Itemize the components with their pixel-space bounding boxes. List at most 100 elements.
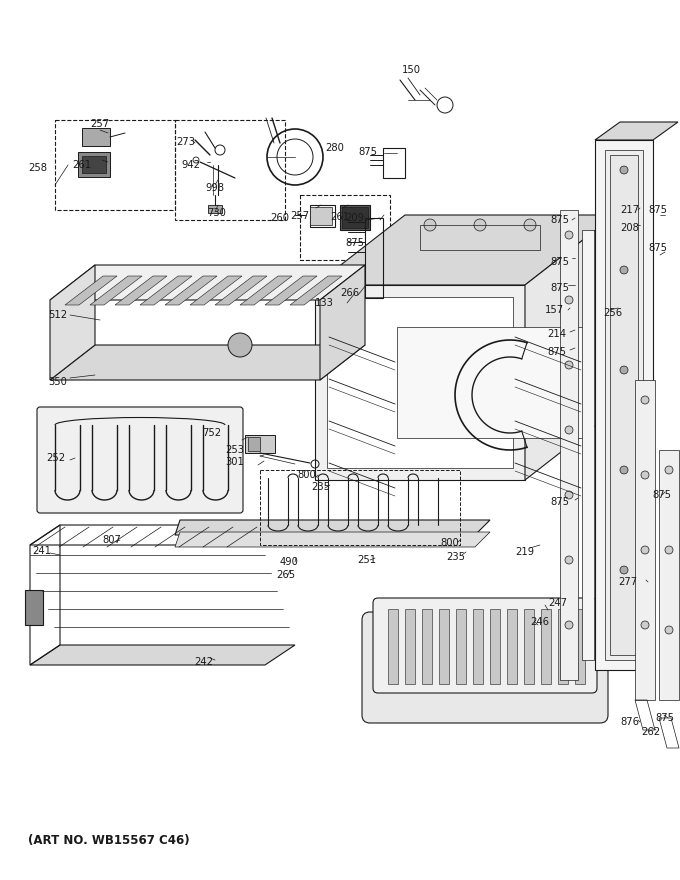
Bar <box>541 609 551 684</box>
Text: 277: 277 <box>618 577 637 587</box>
Text: 258: 258 <box>28 163 47 173</box>
Bar <box>340 205 370 230</box>
Bar <box>439 609 449 684</box>
Bar <box>342 207 368 228</box>
Bar <box>25 590 43 625</box>
Polygon shape <box>265 276 317 305</box>
Bar <box>560 210 578 680</box>
Bar <box>456 609 466 684</box>
Circle shape <box>424 219 436 231</box>
Polygon shape <box>90 276 142 305</box>
Bar <box>420 225 540 250</box>
Text: 730: 730 <box>207 208 226 218</box>
Text: 800: 800 <box>440 538 459 548</box>
Text: 800: 800 <box>297 470 316 480</box>
Bar <box>490 609 500 684</box>
Text: 247: 247 <box>548 598 567 608</box>
Text: 875: 875 <box>648 205 667 215</box>
Circle shape <box>524 219 536 231</box>
Polygon shape <box>50 345 365 380</box>
Polygon shape <box>215 276 267 305</box>
Text: 252: 252 <box>46 453 65 463</box>
Bar <box>208 205 222 213</box>
Bar <box>524 609 534 684</box>
Text: 265: 265 <box>276 570 295 580</box>
Text: 350: 350 <box>48 377 67 387</box>
Text: 214: 214 <box>547 329 566 339</box>
Circle shape <box>565 426 573 434</box>
Text: 251: 251 <box>357 555 376 565</box>
Text: 246: 246 <box>530 617 549 627</box>
Bar <box>245 435 275 453</box>
Text: 219: 219 <box>515 547 534 557</box>
Bar <box>610 155 638 655</box>
Text: 257: 257 <box>290 211 309 221</box>
Circle shape <box>620 466 628 474</box>
Text: 876: 876 <box>620 717 639 727</box>
Circle shape <box>665 466 673 474</box>
Circle shape <box>565 491 573 499</box>
Text: 242: 242 <box>194 657 213 667</box>
Bar <box>55 120 175 210</box>
Text: 257: 257 <box>90 119 109 129</box>
Bar <box>422 609 432 684</box>
Polygon shape <box>240 276 292 305</box>
Polygon shape <box>30 645 295 665</box>
Text: 256: 256 <box>603 308 622 318</box>
Polygon shape <box>525 215 615 480</box>
Text: 875: 875 <box>550 497 569 507</box>
Text: 875: 875 <box>550 215 569 225</box>
Bar <box>575 609 585 684</box>
Bar <box>388 609 398 684</box>
Bar <box>605 150 643 660</box>
Polygon shape <box>65 276 117 305</box>
Text: 262: 262 <box>641 727 660 737</box>
Circle shape <box>665 546 673 554</box>
Bar <box>300 195 390 260</box>
Text: 490: 490 <box>280 557 299 567</box>
Polygon shape <box>50 265 95 380</box>
Text: 875: 875 <box>550 283 569 293</box>
Circle shape <box>641 621 649 629</box>
Polygon shape <box>165 276 217 305</box>
Circle shape <box>641 471 649 479</box>
Polygon shape <box>397 327 583 438</box>
Text: 807: 807 <box>102 535 121 545</box>
Circle shape <box>620 366 628 374</box>
Polygon shape <box>290 276 342 305</box>
Circle shape <box>665 626 673 634</box>
Text: 157: 157 <box>545 305 564 315</box>
Bar <box>260 470 460 545</box>
Text: 875: 875 <box>550 257 569 267</box>
FancyBboxPatch shape <box>373 598 597 693</box>
Bar <box>248 437 260 451</box>
Polygon shape <box>140 276 192 305</box>
Bar <box>558 609 568 684</box>
Text: 261: 261 <box>72 160 91 170</box>
Text: 253: 253 <box>225 445 244 455</box>
Circle shape <box>620 266 628 274</box>
Text: 266: 266 <box>340 288 359 298</box>
Text: 217: 217 <box>620 205 639 215</box>
Text: 208: 208 <box>620 223 639 233</box>
Bar <box>582 230 594 660</box>
Bar <box>383 148 405 178</box>
Polygon shape <box>595 140 653 670</box>
Polygon shape <box>595 122 678 140</box>
Text: 875: 875 <box>345 238 364 248</box>
Bar <box>78 152 110 177</box>
Bar <box>310 205 335 227</box>
Bar <box>405 609 415 684</box>
Polygon shape <box>175 520 490 535</box>
Text: 235: 235 <box>446 552 465 562</box>
Circle shape <box>641 546 649 554</box>
Text: 209: 209 <box>345 213 364 223</box>
Polygon shape <box>175 532 490 547</box>
Circle shape <box>641 396 649 404</box>
Bar <box>635 380 655 700</box>
Polygon shape <box>327 297 513 468</box>
Text: 875: 875 <box>547 347 566 357</box>
Polygon shape <box>50 265 365 300</box>
Circle shape <box>565 621 573 629</box>
Text: 280: 280 <box>325 143 344 153</box>
